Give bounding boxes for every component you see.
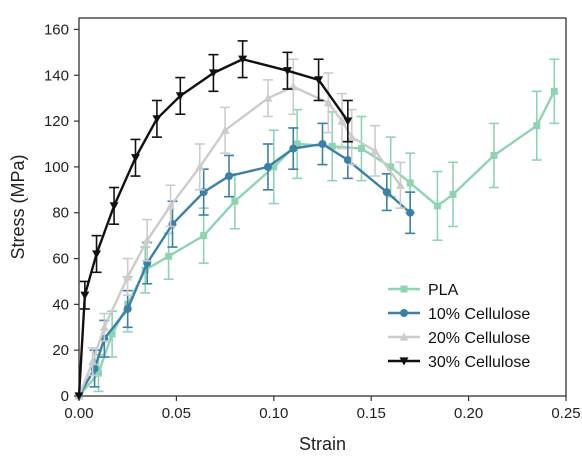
circle-marker (289, 144, 298, 153)
triangle-marker (166, 201, 176, 210)
triangle-down-marker (343, 117, 353, 126)
circle-marker (343, 156, 352, 165)
y-tick-label: 40 (52, 296, 69, 313)
x-tick-label: 0.15 (357, 405, 386, 422)
circle-marker (224, 172, 233, 181)
legend: PLA 10% Cellulose 20% Cellulose 30% Cellulo… (388, 282, 530, 371)
triangle-down-marker (80, 291, 90, 300)
square-marker (328, 142, 336, 150)
triangle-marker (263, 93, 273, 102)
square-marker (406, 179, 414, 187)
series-10-cellulose (75, 122, 416, 400)
legend-label: 10% Cellulose (428, 306, 530, 323)
square-marker (270, 163, 278, 171)
triangle-down-marker (399, 357, 409, 366)
circle-marker (406, 208, 415, 217)
triangle-marker (123, 272, 133, 281)
legend-label: 30% Cellulose (428, 354, 530, 371)
legend-item: 10% Cellulose (388, 306, 530, 323)
triangle-down-marker (314, 76, 324, 85)
triangle-down-marker (74, 392, 84, 401)
square-marker (433, 202, 441, 210)
triangle-down-marker (175, 92, 185, 101)
x-tick-label: 0.10 (259, 405, 288, 422)
triangle-marker (323, 98, 333, 107)
square-marker (200, 232, 208, 240)
square-marker (108, 330, 116, 338)
triangle-down-marker (152, 115, 162, 124)
triangle-marker (88, 357, 98, 366)
series-layer (74, 40, 560, 401)
square-marker (165, 252, 173, 260)
triangle-down-marker (208, 69, 218, 78)
triangle-down-marker (282, 67, 292, 76)
y-axis-title: Stress (MPa) (8, 154, 28, 259)
triangle-down-marker (92, 250, 102, 259)
circle-marker (400, 309, 408, 317)
triangle-down-marker (130, 154, 140, 163)
square-marker (449, 190, 457, 198)
square-marker (293, 140, 301, 148)
triangle-marker (195, 162, 205, 171)
y-tick-label: 20 (52, 342, 69, 359)
triangle-marker (337, 116, 347, 125)
x-tick-label: 0.20 (454, 405, 483, 422)
square-marker (533, 122, 541, 130)
triangle-marker (395, 180, 405, 189)
series-pla (75, 58, 560, 400)
triangle-down-marker (238, 55, 248, 64)
circle-marker (382, 188, 391, 197)
series-line (77, 58, 349, 397)
square-marker (94, 369, 102, 377)
square-marker (550, 87, 558, 95)
legend-item: 30% Cellulose (388, 354, 530, 371)
axis-ticks: 0.00 0.05 0.10 0.15 0.20 0.25 0 20 40 60 80 100 120 1… (44, 21, 581, 422)
y-tick-label: 100 (44, 159, 69, 176)
legend-label: 20% Cellulose (428, 330, 530, 347)
legend-item: PLA (388, 282, 459, 299)
triangle-down-marker (109, 202, 119, 211)
square-marker (400, 285, 408, 293)
x-tick-label: 0.25 (551, 405, 580, 422)
x-tick-label: 0.00 (64, 405, 93, 422)
plot-frame (78, 17, 567, 397)
legend-label: PLA (428, 282, 459, 299)
y-tick-label: 160 (44, 21, 69, 38)
square-marker (387, 163, 395, 171)
series-20-cellulose (74, 58, 406, 400)
x-tick-label: 0.05 (162, 405, 191, 422)
square-marker (357, 145, 365, 153)
circle-marker (263, 162, 272, 171)
triangle-marker (370, 146, 380, 155)
triangle-marker (399, 332, 409, 341)
series-line (77, 142, 411, 397)
triangle-marker (220, 125, 230, 134)
triangle-marker (99, 322, 109, 331)
x-axis-title: Strain (299, 434, 346, 454)
y-tick-label: 60 (52, 251, 69, 268)
square-marker (490, 151, 498, 159)
y-tick-label: 120 (44, 113, 69, 130)
square-marker (231, 197, 239, 205)
y-tick-label: 80 (52, 205, 69, 222)
triangle-marker (142, 235, 152, 244)
y-tick-label: 0 (61, 388, 69, 405)
triangle-marker (347, 132, 357, 141)
circle-marker (123, 304, 132, 313)
circle-marker (318, 140, 327, 148)
series-30-cellulose (74, 40, 353, 401)
legend-item: 20% Cellulose (388, 330, 530, 347)
y-tick-label: 140 (44, 67, 69, 84)
